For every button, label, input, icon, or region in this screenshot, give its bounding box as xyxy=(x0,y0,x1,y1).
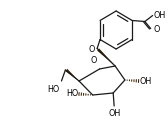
Text: OH: OH xyxy=(140,76,152,85)
Text: O: O xyxy=(90,56,97,65)
Text: OH: OH xyxy=(154,11,166,20)
Polygon shape xyxy=(65,69,79,81)
Text: HO: HO xyxy=(47,85,59,94)
Text: OH: OH xyxy=(108,109,120,118)
Polygon shape xyxy=(97,48,115,66)
Text: HO: HO xyxy=(66,90,78,99)
Text: O: O xyxy=(89,45,95,54)
Text: O: O xyxy=(154,25,160,34)
